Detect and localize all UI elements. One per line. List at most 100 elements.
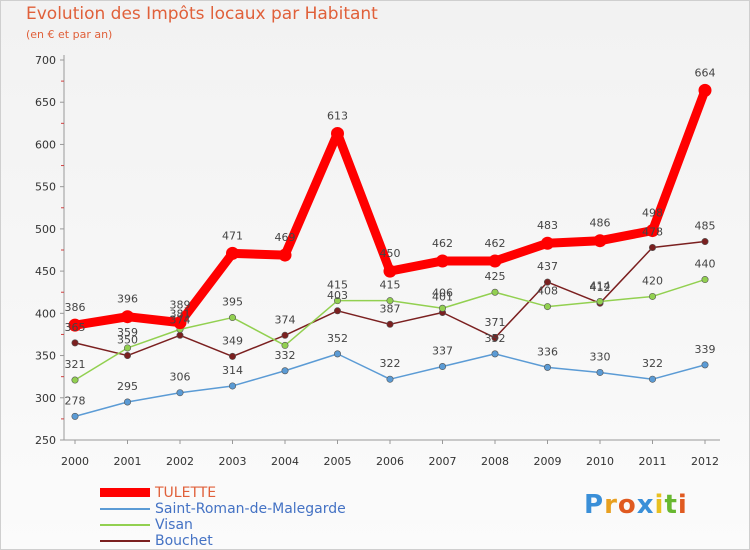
point-tulette-2002	[173, 316, 187, 330]
x-tick-label-2010: 2010	[586, 455, 614, 468]
data-label-tulette-2008: 462	[485, 237, 506, 250]
legend-label-visan: Visan	[155, 517, 193, 533]
data-label-tulette-2009: 483	[537, 219, 558, 232]
data-label-bouchet-2004: 374	[275, 313, 296, 326]
data-label-tulette-2002: 389	[170, 299, 191, 312]
data-label-tulette-2006: 450	[380, 247, 401, 260]
point-saint-roman-de-malegarde-2000	[71, 412, 79, 420]
chart-title: Evolution des Impôts locaux par Habitant	[26, 4, 378, 24]
data-label-visan-2005: 415	[327, 279, 348, 292]
x-tick-label-2012: 2012	[691, 455, 719, 468]
logo-letter: o	[617, 490, 637, 520]
logo-letter: P	[584, 490, 605, 520]
legend-swatch-saint-roman	[100, 508, 150, 510]
data-label-visan-2008: 425	[485, 270, 506, 283]
point-bouchet-2006	[386, 320, 394, 328]
point-visan-2000	[71, 376, 79, 384]
point-visan-2010	[596, 298, 604, 306]
point-saint-roman-de-malegarde-2006	[386, 375, 394, 383]
data-label-visan-2003: 395	[222, 296, 243, 309]
logo-letter: x	[636, 490, 655, 520]
legend: TULETTE Saint-Roman-de-Malegarde Visan B…	[100, 485, 400, 549]
data-label-bouchet-2007: 401	[432, 290, 453, 303]
legend-swatch-bouchet	[100, 540, 150, 542]
data-label-tulette-2003: 471	[222, 229, 243, 242]
point-saint-roman-de-malegarde-2005	[333, 350, 341, 358]
data-label-bouchet-2000: 365	[65, 321, 86, 334]
data-label-visan-2006: 415	[380, 279, 401, 292]
point-bouchet-2012	[701, 238, 709, 246]
x-tick-label-2004: 2004	[271, 455, 299, 468]
point-saint-roman-de-malegarde-2002	[176, 389, 184, 397]
point-bouchet-2001	[124, 352, 132, 360]
data-label-saint-roman-de-malegarde-2011: 322	[642, 357, 663, 370]
data-label-tulette-2010: 486	[590, 217, 611, 230]
data-label-saint-roman-de-malegarde-2004: 332	[275, 349, 296, 362]
data-label-saint-roman-de-malegarde-2005: 352	[327, 332, 348, 345]
data-label-tulette-2001: 396	[117, 293, 138, 306]
y-tick-label-550: 550	[35, 181, 56, 194]
data-label-bouchet-2002: 374	[170, 313, 191, 326]
point-saint-roman-de-malegarde-2004	[281, 367, 289, 375]
point-tulette-2010	[593, 234, 607, 248]
x-tick-label-2003: 2003	[219, 455, 247, 468]
point-tulette-2009	[541, 236, 554, 250]
legend-swatch-visan	[100, 524, 150, 526]
proxiti-logo: Proxiti	[584, 490, 688, 520]
data-label-bouchet-2011: 478	[642, 225, 663, 238]
point-saint-roman-de-malegarde-2009	[543, 363, 551, 371]
point-tulette-2004	[278, 248, 292, 262]
point-tulette-2003	[226, 246, 239, 260]
point-visan-2011	[648, 292, 656, 300]
legend-label-saint-roman: Saint-Roman-de-Malegarde	[155, 501, 346, 517]
x-tick-label-2002: 2002	[166, 455, 194, 468]
point-bouchet-2011	[648, 243, 656, 251]
y-tick-label-350: 350	[35, 350, 56, 363]
chart-subtitle: (en € et par an)	[26, 28, 113, 41]
data-label-visan-2002: 381	[170, 307, 191, 320]
point-bouchet-2004	[281, 331, 289, 339]
data-label-tulette-2007: 462	[432, 237, 453, 250]
point-saint-roman-de-malegarde-2008	[491, 350, 499, 358]
point-saint-roman-de-malegarde-2003	[229, 382, 237, 390]
data-label-bouchet-2003: 349	[222, 334, 243, 347]
point-saint-roman-de-malegarde-2010	[596, 368, 604, 376]
legend-item-tulette: TULETTE	[100, 485, 400, 501]
point-saint-roman-de-malegarde-2011	[648, 375, 656, 383]
y-tick-label-700: 700	[35, 54, 56, 67]
point-visan-2007	[438, 304, 446, 312]
y-tick-label-400: 400	[35, 307, 56, 320]
data-label-tulette-2005: 613	[327, 109, 348, 122]
point-tulette-2008	[488, 254, 502, 268]
data-label-saint-roman-de-malegarde-2009: 336	[537, 345, 558, 358]
point-saint-roman-de-malegarde-2012	[701, 361, 709, 369]
data-label-visan-2010: 414	[590, 280, 611, 293]
data-label-bouchet-2005: 403	[327, 289, 348, 302]
x-tick-label-2008: 2008	[481, 455, 509, 468]
x-tick-label-2001: 2001	[114, 455, 142, 468]
data-label-bouchet-2006: 387	[380, 302, 401, 315]
y-tick-label-450: 450	[35, 265, 56, 278]
x-tick-label-2005: 2005	[324, 455, 352, 468]
data-label-saint-roman-de-malegarde-2010: 330	[590, 350, 611, 363]
point-bouchet-2002	[176, 331, 184, 339]
point-saint-roman-de-malegarde-2001	[124, 398, 132, 406]
point-visan-2003	[229, 314, 237, 322]
point-tulette-2000	[68, 318, 82, 332]
point-visan-2005	[333, 297, 341, 305]
point-bouchet-2008	[491, 334, 499, 342]
legend-item-saint-roman: Saint-Roman-de-Malegarde	[100, 501, 400, 517]
logo-letter: i	[677, 490, 688, 520]
point-visan-2004	[281, 341, 289, 349]
y-tick-label-650: 650	[35, 96, 56, 109]
point-visan-2012	[701, 276, 709, 284]
point-bouchet-2000	[71, 339, 79, 347]
data-label-tulette-2012: 664	[695, 66, 716, 79]
x-tick-label-2007: 2007	[429, 455, 457, 468]
data-label-tulette-2004: 469	[275, 231, 296, 244]
x-tick-label-2011: 2011	[639, 455, 667, 468]
point-tulette-2001	[121, 310, 134, 324]
data-label-saint-roman-de-malegarde-2000: 278	[65, 394, 86, 407]
data-label-bouchet-2010: 412	[590, 281, 611, 294]
